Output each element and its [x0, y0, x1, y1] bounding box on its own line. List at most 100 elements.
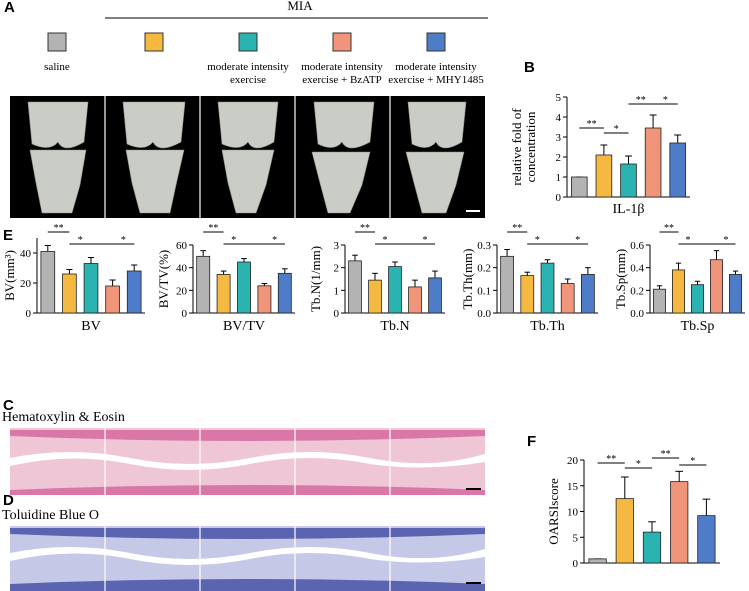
- y-tick-label: 0: [573, 558, 579, 570]
- legend-label: moderate intensity: [301, 61, 383, 73]
- x-axis-label: Tb.Sp: [681, 319, 715, 334]
- y-tick-label: 5: [573, 532, 579, 544]
- y-tick-label: 0: [26, 308, 32, 320]
- bar: [257, 285, 272, 314]
- stain-label: Hematoxylin & Eosin: [2, 410, 125, 425]
- legend-label: saline: [44, 61, 70, 73]
- y-axis-label: Tb.Sp(mm): [613, 249, 628, 309]
- legend-swatch: [332, 32, 352, 52]
- x-axis-label: BV: [81, 319, 100, 334]
- significance-label: *: [535, 235, 540, 246]
- bar: [644, 127, 662, 198]
- y-axis-label: Tb.Th(mm): [460, 248, 475, 309]
- bar: [105, 285, 120, 314]
- y-tick-label: 10: [567, 507, 579, 519]
- bar: [697, 515, 716, 564]
- significance-label: **: [661, 449, 671, 460]
- bar: [595, 154, 613, 198]
- bar: [216, 274, 231, 314]
- significance-label: **: [54, 223, 64, 234]
- x-axis-label: IL-1β: [613, 202, 645, 217]
- bar: [408, 286, 422, 314]
- y-tick-label: 0: [182, 308, 188, 320]
- stain-label: Toluidine Blue O: [2, 508, 99, 523]
- y-axis-label: BV/TV(%): [156, 250, 171, 309]
- bar: [237, 261, 251, 314]
- bar: [83, 263, 99, 314]
- significance-label: **: [512, 223, 522, 234]
- bar: [500, 255, 514, 314]
- significance-label: *: [663, 95, 668, 106]
- significance-label: **: [606, 454, 616, 465]
- y-tick-label: 60: [176, 240, 188, 252]
- bar: [62, 273, 77, 314]
- bar: [571, 176, 588, 198]
- bar: [615, 498, 634, 564]
- bar: [672, 269, 685, 314]
- y-tick-label: 20: [567, 455, 579, 467]
- y-tick-label: 0: [556, 192, 562, 204]
- significance-label: **: [208, 223, 218, 234]
- significance-label: *: [383, 235, 388, 246]
- y-tick-label: 0.2: [477, 263, 491, 275]
- y-tick-label: 1: [334, 285, 340, 297]
- x-axis-label: Tb.Th: [530, 319, 565, 334]
- y-tick-label: 0.1: [477, 285, 491, 297]
- legend-label: exercise + MHY1485: [388, 74, 484, 86]
- y-tick-label: 2: [334, 263, 340, 275]
- bar: [729, 274, 742, 314]
- significance-label: *: [636, 459, 641, 470]
- bar: [560, 283, 575, 314]
- bar: [40, 251, 56, 314]
- bar: [670, 481, 689, 564]
- panel-label: C: [3, 397, 14, 414]
- significance-label: *: [78, 235, 83, 246]
- y-tick-label: 5: [556, 92, 562, 104]
- bar: [642, 531, 662, 564]
- significance-label: **: [636, 95, 646, 106]
- panel-label: B: [524, 59, 535, 76]
- bar: [581, 274, 595, 314]
- legend-swatch: [426, 32, 446, 52]
- significance-label: **: [664, 223, 674, 234]
- significance-label: **: [587, 119, 597, 130]
- legend-label: moderate intensity: [207, 61, 289, 73]
- bar: [368, 279, 382, 314]
- bar: [388, 266, 402, 314]
- y-axis-label: BV(mm³): [2, 250, 17, 301]
- panel-label: D: [3, 492, 14, 509]
- y-axis-label: concentration: [523, 111, 538, 182]
- he-images: [10, 428, 485, 495]
- y-tick-label: 0: [334, 308, 340, 320]
- panel-label: E: [3, 227, 13, 244]
- legend-swatch: [144, 32, 164, 52]
- bar: [196, 255, 211, 314]
- significance-label: *: [724, 235, 729, 246]
- significance-label: *: [690, 456, 695, 467]
- bar: [588, 558, 607, 564]
- y-axis-label: relative fold of: [509, 108, 524, 186]
- y-tick-label: 3: [334, 240, 340, 252]
- legend-swatch: [238, 32, 258, 52]
- significance-label: *: [272, 235, 277, 246]
- bar: [520, 275, 535, 314]
- y-tick-label: 2: [556, 152, 562, 164]
- bar: [653, 288, 666, 314]
- y-tick-label: 0.3: [477, 240, 491, 252]
- y-axis-label: OARSIscore: [546, 478, 561, 545]
- significance-label: *: [423, 235, 428, 246]
- panel-label: A: [4, 0, 15, 16]
- y-tick-label: 1: [556, 172, 562, 184]
- bar: [126, 270, 142, 314]
- bar: [348, 260, 362, 314]
- toluidine-images: [10, 526, 485, 591]
- bar: [540, 262, 555, 314]
- y-tick-label: 0.2: [630, 285, 644, 297]
- significance-label: **: [360, 223, 370, 234]
- bar: [669, 142, 686, 198]
- legend-header: MIA: [287, 0, 313, 13]
- y-tick-label: 15: [567, 481, 579, 493]
- significance-label: *: [575, 235, 580, 246]
- panel-label: F: [527, 433, 536, 450]
